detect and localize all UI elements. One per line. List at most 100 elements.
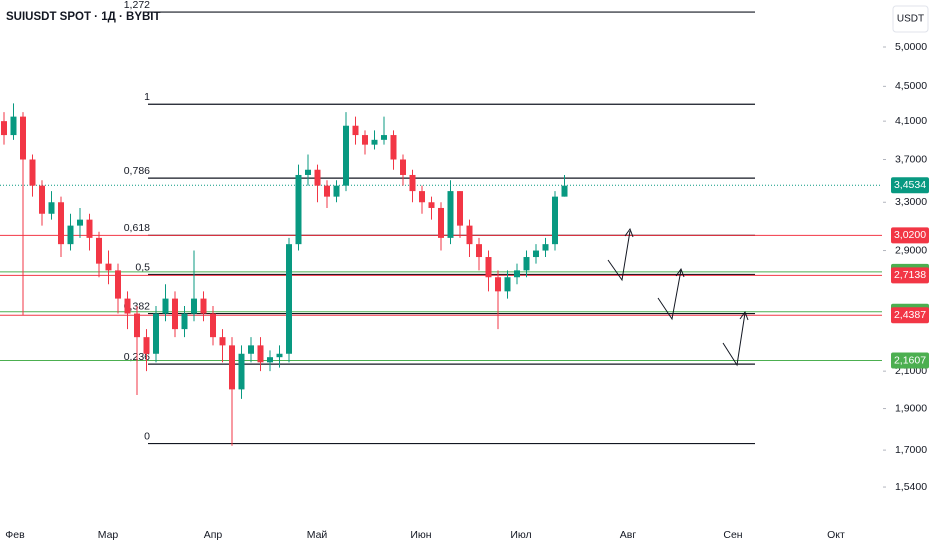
price-tag	[891, 177, 929, 194]
y-tick-label: 2,9000	[895, 244, 927, 256]
candle-body	[428, 202, 435, 208]
candle-body	[48, 202, 55, 214]
candle-body	[105, 263, 112, 271]
candle-body	[523, 257, 530, 271]
candle-body	[476, 244, 482, 258]
candle-body	[115, 270, 121, 299]
price-tag	[891, 267, 929, 284]
y-tick-label: 4,1000	[895, 115, 927, 127]
y-tick-label: 1,9000	[895, 402, 927, 414]
candle-body	[352, 125, 359, 136]
x-tick-label: Май	[307, 529, 328, 541]
candle-body	[457, 191, 463, 226]
y-tick-label: 1,5400	[895, 481, 927, 493]
candle-body	[20, 116, 26, 160]
candle-body	[295, 174, 302, 245]
candle-body	[1, 121, 7, 136]
x-tick-label: Окт	[827, 529, 845, 541]
arrow	[607, 230, 631, 282]
currency-box[interactable]	[892, 5, 929, 33]
price-tag-label: 3,0200	[894, 229, 926, 241]
candle-body	[86, 219, 93, 238]
candle-body	[229, 345, 235, 390]
fib-label: 1,272	[124, 0, 150, 11]
candle-body	[191, 298, 197, 314]
x-tick-label: Июн	[410, 529, 431, 541]
x-tick-label: Фев	[5, 529, 25, 541]
arrow-head	[675, 267, 685, 278]
candle-body	[39, 185, 45, 214]
candle-body	[533, 250, 539, 258]
price-tag	[891, 227, 929, 244]
candle-body	[29, 159, 36, 186]
candle-body	[324, 185, 330, 197]
arrow	[722, 312, 746, 367]
candle-body	[438, 207, 444, 238]
candle-body	[134, 313, 140, 338]
candle-body	[210, 313, 216, 338]
candle-body	[143, 337, 150, 354]
candle-body	[286, 244, 292, 354]
candle-body	[447, 191, 454, 238]
candle-body	[77, 219, 83, 226]
fib-label: 0,5	[135, 261, 150, 273]
price-tag-label: 2,7138	[894, 269, 926, 281]
x-tick-label: Мар	[98, 529, 119, 541]
price-tag-label: 2,1607	[894, 354, 926, 366]
candle-body	[495, 277, 501, 292]
candle-body	[181, 313, 188, 330]
candle-body	[419, 191, 425, 203]
candle-body	[96, 237, 102, 264]
candle-body	[314, 169, 321, 186]
candle-body	[561, 185, 568, 197]
candle-body	[371, 139, 378, 145]
candle-body	[238, 353, 245, 390]
candle-body	[400, 159, 406, 175]
candle-body	[67, 225, 74, 245]
arrow	[657, 269, 682, 321]
candle-body	[542, 244, 549, 251]
y-tick-label: 1,7000	[895, 444, 927, 456]
arrow-head	[624, 227, 634, 238]
candle-body	[257, 345, 264, 363]
candle-body	[172, 298, 178, 330]
x-tick-label: Апр	[204, 529, 223, 541]
candle-body	[58, 202, 64, 245]
drawn-arrows	[607, 227, 749, 367]
candle-body	[466, 225, 473, 245]
price-tag-label: 2,4387	[894, 309, 926, 321]
candle-body	[248, 345, 254, 354]
fib-label: 0	[144, 430, 150, 442]
y-tick-label: 3,7000	[895, 153, 927, 165]
candle-body	[552, 196, 558, 245]
y-tick-label: 5,0000	[895, 41, 927, 53]
x-tick-label: Сен	[723, 529, 742, 541]
arrow-head	[739, 310, 749, 321]
y-tick-label: 3,3000	[895, 196, 927, 208]
candle-body	[362, 135, 368, 145]
candle-body	[514, 270, 520, 278]
chart-title: SUIUSDT SPOT · 1Д · BYBIT	[6, 11, 161, 23]
x-tick-label: Авг	[620, 529, 637, 541]
candle-body	[390, 135, 397, 160]
candle-body	[276, 353, 283, 358]
candle-body	[153, 313, 159, 354]
fib-label: 1	[144, 91, 150, 103]
candle-body	[219, 337, 226, 346]
candle-body	[305, 169, 311, 175]
candle-body	[333, 185, 340, 197]
candle-body	[409, 174, 416, 192]
currency-label[interactable]: USDT	[897, 14, 924, 25]
candle-body	[124, 298, 131, 314]
candle-body	[343, 125, 349, 186]
candle-body	[200, 298, 207, 314]
candle-body	[485, 257, 492, 278]
y-tick-label: 4,5000	[895, 80, 927, 92]
candle-body	[267, 357, 273, 363]
candle-body	[504, 277, 511, 292]
fib-label: 0,786	[124, 165, 150, 177]
price-tag	[891, 307, 929, 324]
candle-body	[381, 135, 387, 140]
x-tick-label: Июл	[510, 529, 531, 541]
